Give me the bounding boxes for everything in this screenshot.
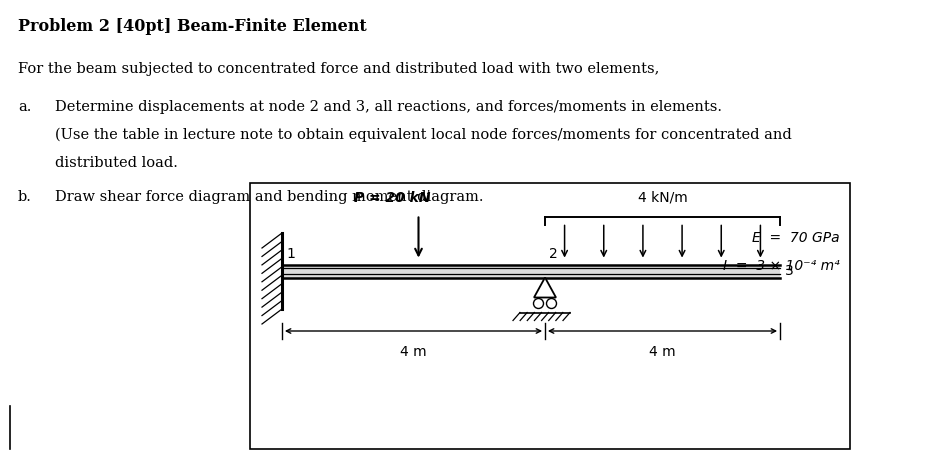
Circle shape xyxy=(547,299,557,308)
Text: 4 kN/m: 4 kN/m xyxy=(637,190,687,205)
Text: For the beam subjected to concentrated force and distributed load with two eleme: For the beam subjected to concentrated f… xyxy=(18,62,659,76)
Text: 4 m: 4 m xyxy=(649,345,676,359)
Text: 3: 3 xyxy=(785,264,794,278)
Polygon shape xyxy=(534,278,556,297)
Text: 4 m: 4 m xyxy=(400,345,427,359)
Text: (Use the table in lecture note to obtain equivalent local node forces/moments fo: (Use the table in lecture note to obtain… xyxy=(55,128,792,142)
Text: 1: 1 xyxy=(286,247,295,260)
Text: Draw shear force diagram and bending moment diagram.: Draw shear force diagram and bending mom… xyxy=(55,190,483,204)
Text: b.: b. xyxy=(18,190,32,204)
Text: E  =  70 GPa: E = 70 GPa xyxy=(752,231,840,245)
Text: a.: a. xyxy=(18,100,31,114)
Bar xyxy=(250,183,850,449)
Text: Determine displacements at node 2 and 3, all reactions, and forces/moments in el: Determine displacements at node 2 and 3,… xyxy=(55,100,722,114)
Text: I  =  3 × 10⁻⁴ m⁴: I = 3 × 10⁻⁴ m⁴ xyxy=(723,259,840,273)
Text: 2: 2 xyxy=(549,247,558,260)
Text: distributed load.: distributed load. xyxy=(55,156,177,170)
Text: P = 20 kN: P = 20 kN xyxy=(353,190,430,205)
Text: Problem 2 [40pt] Beam-Finite Element: Problem 2 [40pt] Beam-Finite Element xyxy=(18,18,367,35)
Bar xyxy=(282,265,780,278)
Circle shape xyxy=(533,299,544,308)
